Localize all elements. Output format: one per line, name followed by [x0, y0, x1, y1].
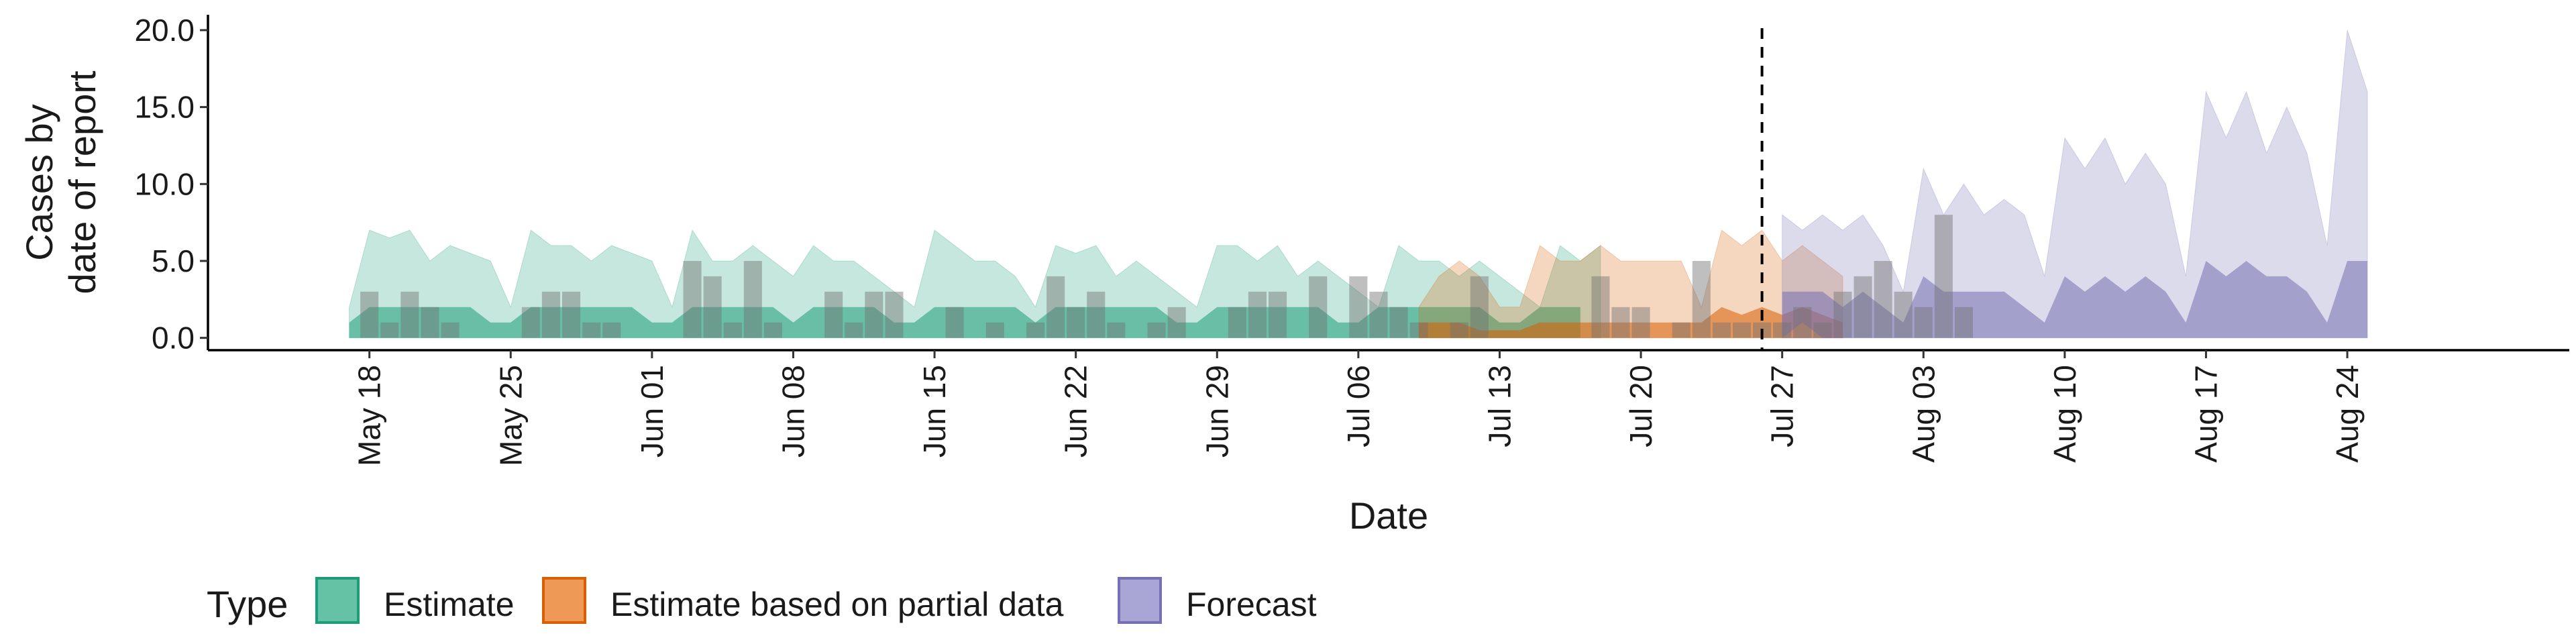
observed-bar: [1773, 322, 1792, 338]
observed-bar: [441, 322, 460, 338]
observed-bar: [1813, 322, 1832, 338]
x-axis-title: Date: [1349, 494, 1428, 537]
legend-key: [1118, 577, 1162, 624]
observed-bar: [1631, 307, 1650, 338]
observed-bar: [1046, 276, 1065, 338]
x-tick-label: May 25: [493, 365, 528, 466]
observed-bar: [763, 322, 782, 338]
x-tick-label: Aug 17: [2188, 365, 2223, 463]
x-tick-label: May 18: [352, 365, 387, 466]
legend-key: [542, 577, 586, 624]
series-1-inner-band: [1419, 307, 1843, 338]
observed-bar: [1167, 307, 1186, 338]
x-tick-label: Jun 01: [635, 365, 669, 458]
y-tick-label: 10.0: [134, 166, 195, 201]
observed-bar: [1934, 215, 1953, 338]
observed-bar: [1914, 307, 1933, 338]
observed-bar: [1672, 322, 1690, 338]
legend: Type Estimate Estimate based on partial da…: [207, 577, 1317, 625]
observed-bar: [1349, 276, 1368, 338]
x-tick-label: Jun 15: [917, 365, 952, 458]
observed-bar: [1470, 276, 1489, 338]
observed-bar: [602, 322, 621, 338]
observed-bar: [380, 322, 399, 338]
x-tick-label: Jun 29: [1199, 365, 1234, 458]
observed-bar: [1369, 291, 1388, 338]
observed-bar: [582, 322, 601, 338]
observed-bar: [865, 291, 883, 338]
series-2-inner-band: [1782, 261, 2368, 338]
observed-bar: [683, 261, 702, 338]
x-tick-label: Aug 03: [1906, 365, 1941, 463]
observed-bar: [1833, 291, 1852, 338]
observed-bar: [703, 276, 722, 338]
observed-bar: [1611, 307, 1630, 338]
observed-bar: [1067, 307, 1085, 338]
observed-bar: [885, 291, 904, 338]
observed-bar: [824, 291, 843, 338]
observed-bar: [1147, 322, 1166, 338]
observed-bar: [1874, 261, 1892, 338]
legend-label: Forecast: [1186, 586, 1317, 623]
y-tick-label: 15.0: [134, 90, 195, 125]
observed-bar: [541, 291, 560, 338]
x-tick-label: Jul 27: [1765, 365, 1800, 447]
observed-bar: [723, 322, 742, 338]
plot-area: [349, 28, 2368, 350]
observed-bar: [1894, 291, 1913, 338]
observed-bar: [521, 307, 540, 338]
observed-bar: [743, 261, 762, 338]
y-tick-label: 0.0: [152, 321, 195, 356]
series-0-inner-band: [349, 307, 1580, 338]
observed-bar: [1026, 322, 1045, 338]
x-tick-label: Jun 08: [775, 365, 810, 458]
observed-bar: [1954, 307, 1973, 338]
observed-bar: [1712, 322, 1731, 338]
observed-bar: [360, 291, 379, 338]
x-tick-label: Aug 10: [2047, 365, 2082, 463]
x-tick-label: Jul 06: [1341, 365, 1376, 447]
y-tick-label: 5.0: [152, 244, 195, 278]
observed-bar: [1692, 261, 1711, 338]
y-axis-title-line: date of report: [61, 70, 103, 294]
observed-bar: [1793, 307, 1812, 338]
observed-bar: [945, 307, 964, 338]
observed-bar: [562, 291, 581, 338]
observed-bar: [1107, 322, 1126, 338]
observed-bar: [1389, 307, 1408, 338]
legend-title: Type: [207, 583, 288, 625]
legend-key: [315, 577, 360, 624]
x-tick-label: Aug 24: [2330, 365, 2365, 463]
observed-bar: [985, 322, 1004, 338]
x-tick-label: Jul 13: [1482, 365, 1517, 447]
observed-bar: [1854, 276, 1872, 338]
y-tick-label: 20.0: [134, 13, 195, 48]
observed-bar: [400, 291, 419, 338]
observed-bar: [1228, 307, 1246, 338]
y-axis-title: Cases bydate of report: [18, 70, 103, 294]
observed-bar: [1591, 276, 1610, 338]
legend-label: Estimate: [384, 586, 515, 623]
observed-bar: [1309, 276, 1328, 338]
x-tick-label: Jun 22: [1059, 365, 1093, 458]
observed-bar: [421, 307, 439, 338]
observed-bar: [1269, 291, 1287, 338]
observed-bar: [1087, 291, 1106, 338]
legend-label: Estimate based on partial data: [610, 586, 1064, 623]
y-axis-title-line: Cases by: [18, 104, 60, 260]
observed-bar: [1450, 322, 1468, 338]
x-tick-label: Jul 20: [1623, 365, 1658, 447]
observed-bar: [1733, 322, 1752, 338]
observed-bar: [845, 322, 863, 338]
observed-bar: [1409, 322, 1428, 338]
observed-bar: [1248, 291, 1267, 338]
axes: 0.0 5.0 10.0 15.0 20.0 May 18 May 25 Jun 01 Jun …: [18, 13, 2569, 537]
